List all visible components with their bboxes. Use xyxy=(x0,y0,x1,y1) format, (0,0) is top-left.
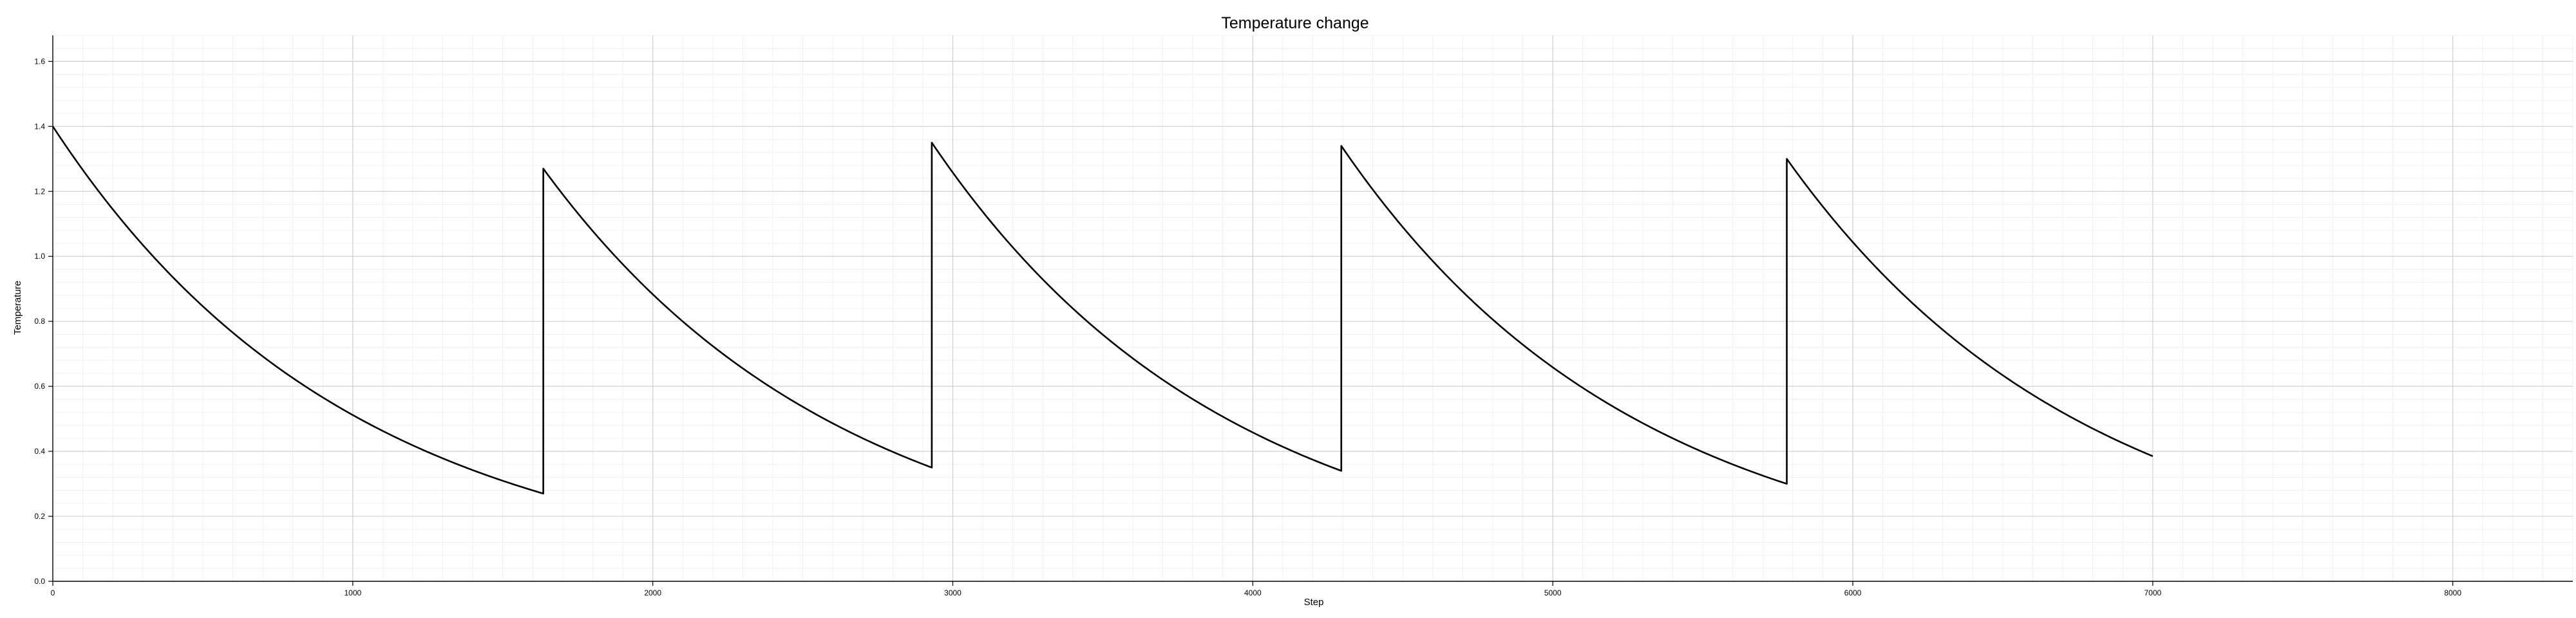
x-tick-label: 8000 xyxy=(2444,588,2461,597)
y-tick-label: 1.2 xyxy=(34,187,45,196)
y-tick-label: 1.0 xyxy=(34,252,45,261)
x-tick-label: 6000 xyxy=(1844,588,1862,597)
chart-title: Temperature change xyxy=(1221,14,1368,32)
x-tick-label: 7000 xyxy=(2144,588,2161,597)
y-tick-label: 0.8 xyxy=(34,317,45,326)
x-tick-label: 0 xyxy=(51,588,55,597)
y-tick-label: 0.6 xyxy=(34,382,45,391)
x-tick-label: 4000 xyxy=(1244,588,1262,597)
x-axis-label: Step xyxy=(1304,597,1324,608)
y-tick-label: 1.6 xyxy=(34,57,45,66)
y-tick-label: 0.0 xyxy=(34,577,45,586)
y-axis-label: Temperature xyxy=(12,281,23,335)
x-tick-label: 2000 xyxy=(644,588,661,597)
y-axis-ticks: 0.0 0.2 0.4 0.6 0.8 1.0 1.2 1.4 1.6 xyxy=(34,57,53,586)
minor-grid xyxy=(53,35,2573,581)
y-tick-label: 0.4 xyxy=(34,447,45,456)
major-grid xyxy=(53,35,2573,581)
temperature-series xyxy=(52,126,2154,495)
y-tick-label: 0.2 xyxy=(34,512,45,521)
temperature-line xyxy=(52,126,2154,495)
x-tick-label: 1000 xyxy=(344,588,361,597)
x-tick-label: 5000 xyxy=(1544,588,1562,597)
x-tick-label: 3000 xyxy=(944,588,961,597)
x-axis-ticks: 0 1000 2000 3000 4000 5000 6000 7000 8000 xyxy=(51,581,2461,597)
y-tick-label: 1.4 xyxy=(34,122,45,131)
